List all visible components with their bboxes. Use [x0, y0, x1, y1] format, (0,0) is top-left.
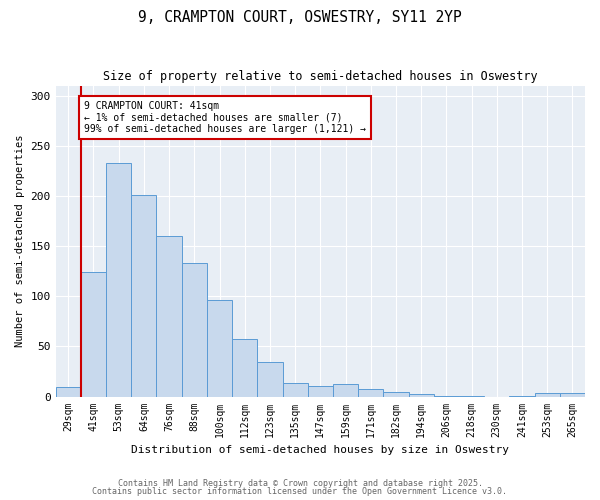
Bar [333, 384, 358, 396]
X-axis label: Distribution of semi-detached houses by size in Oswestry: Distribution of semi-detached houses by … [131, 445, 509, 455]
Bar [81, 272, 106, 396]
Bar [358, 388, 383, 396]
Y-axis label: Number of semi-detached properties: Number of semi-detached properties [15, 135, 25, 348]
Bar [157, 236, 182, 396]
Bar [409, 394, 434, 396]
Bar [308, 386, 333, 396]
Bar [131, 195, 157, 396]
Title: Size of property relative to semi-detached houses in Oswestry: Size of property relative to semi-detach… [103, 70, 538, 83]
Bar [182, 263, 207, 396]
Bar [257, 362, 283, 396]
Bar [56, 386, 81, 396]
Text: 9, CRAMPTON COURT, OSWESTRY, SY11 2YP: 9, CRAMPTON COURT, OSWESTRY, SY11 2YP [138, 10, 462, 25]
Text: 9 CRAMPTON COURT: 41sqm
← 1% of semi-detached houses are smaller (7)
99% of semi: 9 CRAMPTON COURT: 41sqm ← 1% of semi-det… [84, 100, 366, 134]
Bar [535, 392, 560, 396]
Bar [207, 300, 232, 396]
Text: Contains public sector information licensed under the Open Government Licence v3: Contains public sector information licen… [92, 487, 508, 496]
Text: Contains HM Land Registry data © Crown copyright and database right 2025.: Contains HM Land Registry data © Crown c… [118, 478, 482, 488]
Bar [283, 382, 308, 396]
Bar [560, 392, 585, 396]
Bar [383, 392, 409, 396]
Bar [232, 340, 257, 396]
Bar [106, 163, 131, 396]
